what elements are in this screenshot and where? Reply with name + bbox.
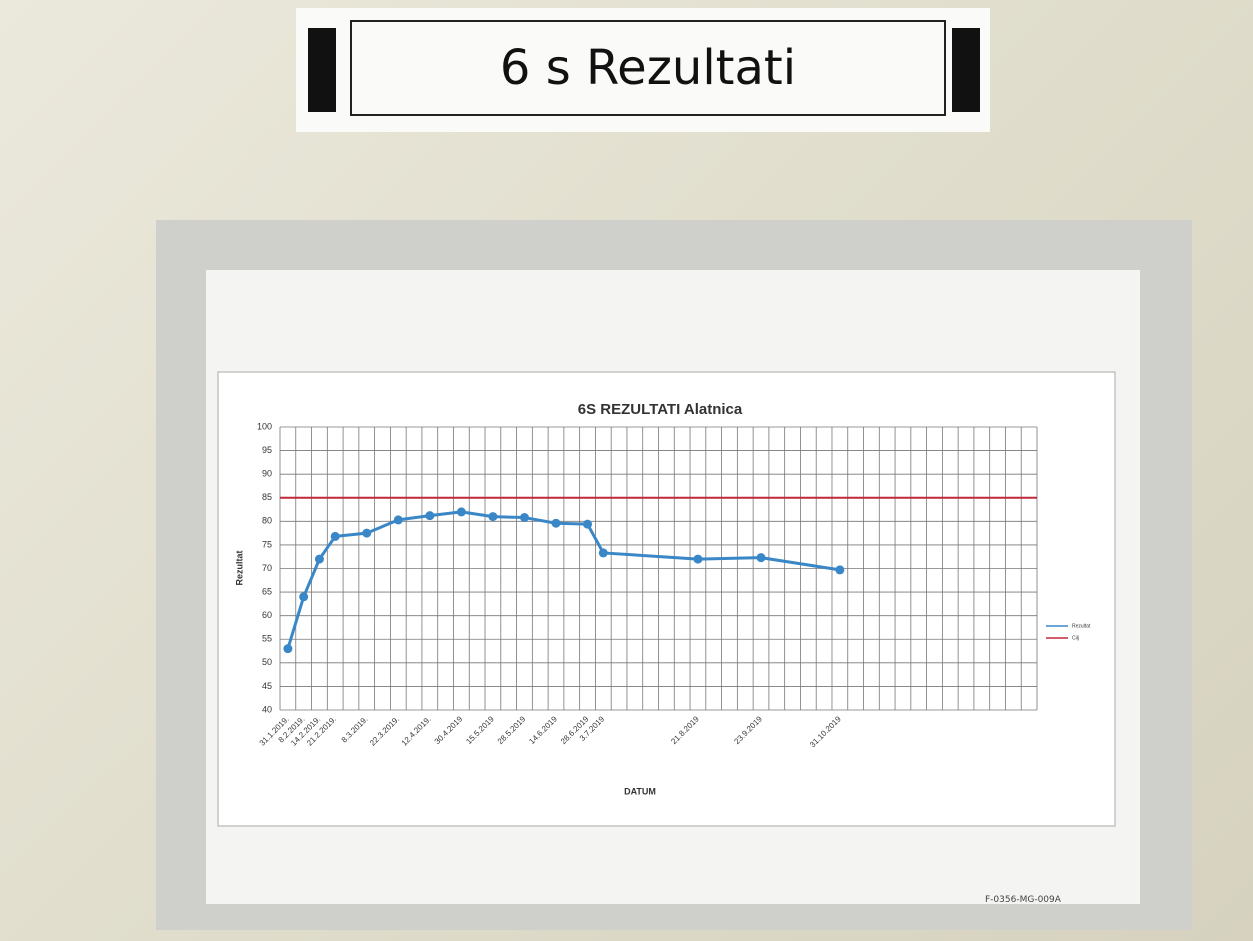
y-tick-label: 85: [262, 492, 272, 502]
point: [551, 519, 560, 528]
point: [757, 553, 766, 562]
y-tick-label: 75: [262, 539, 272, 549]
chart: 6S REZULTATI Alatnica Rezultat DATUM 40 4…: [0, 0, 1253, 941]
chart-area: [218, 372, 1115, 826]
y-tick-label: 90: [262, 469, 272, 479]
point: [488, 512, 497, 521]
point: [599, 548, 608, 557]
line-segment: [493, 517, 525, 518]
point: [583, 520, 592, 529]
point: [394, 515, 403, 524]
y-tick-label: 50: [262, 657, 272, 667]
point: [299, 592, 308, 601]
y-tick-label: 55: [262, 634, 272, 644]
point: [693, 555, 702, 564]
point: [331, 532, 340, 541]
y-tick-label: 65: [262, 586, 272, 596]
y-axis-title: Rezultat: [234, 550, 244, 585]
line-segment: [698, 558, 761, 559]
point: [520, 513, 529, 522]
y-tick-label: 80: [262, 516, 272, 526]
y-tick-label: 95: [262, 445, 272, 455]
point: [835, 565, 844, 574]
point: [425, 511, 434, 520]
chart-title: 6S REZULTATI Alatnica: [578, 401, 743, 418]
point: [283, 644, 292, 653]
x-axis-title: DATUM: [624, 786, 656, 796]
y-tick-label: 100: [257, 421, 272, 431]
point: [315, 555, 324, 564]
y-tick-label: 45: [262, 681, 272, 691]
point: [457, 507, 466, 516]
legend-label: Cilj: [1072, 635, 1079, 641]
y-tick-label: 70: [262, 563, 272, 573]
y-tick-label: 60: [262, 610, 272, 620]
point: [362, 529, 371, 538]
legend-label: Rezultat: [1072, 623, 1091, 629]
line-segment: [556, 523, 588, 524]
y-tick-label: 40: [262, 704, 272, 714]
page: {"sign": "6 s Rezultati", "footer": "F-0…: [0, 0, 1253, 941]
